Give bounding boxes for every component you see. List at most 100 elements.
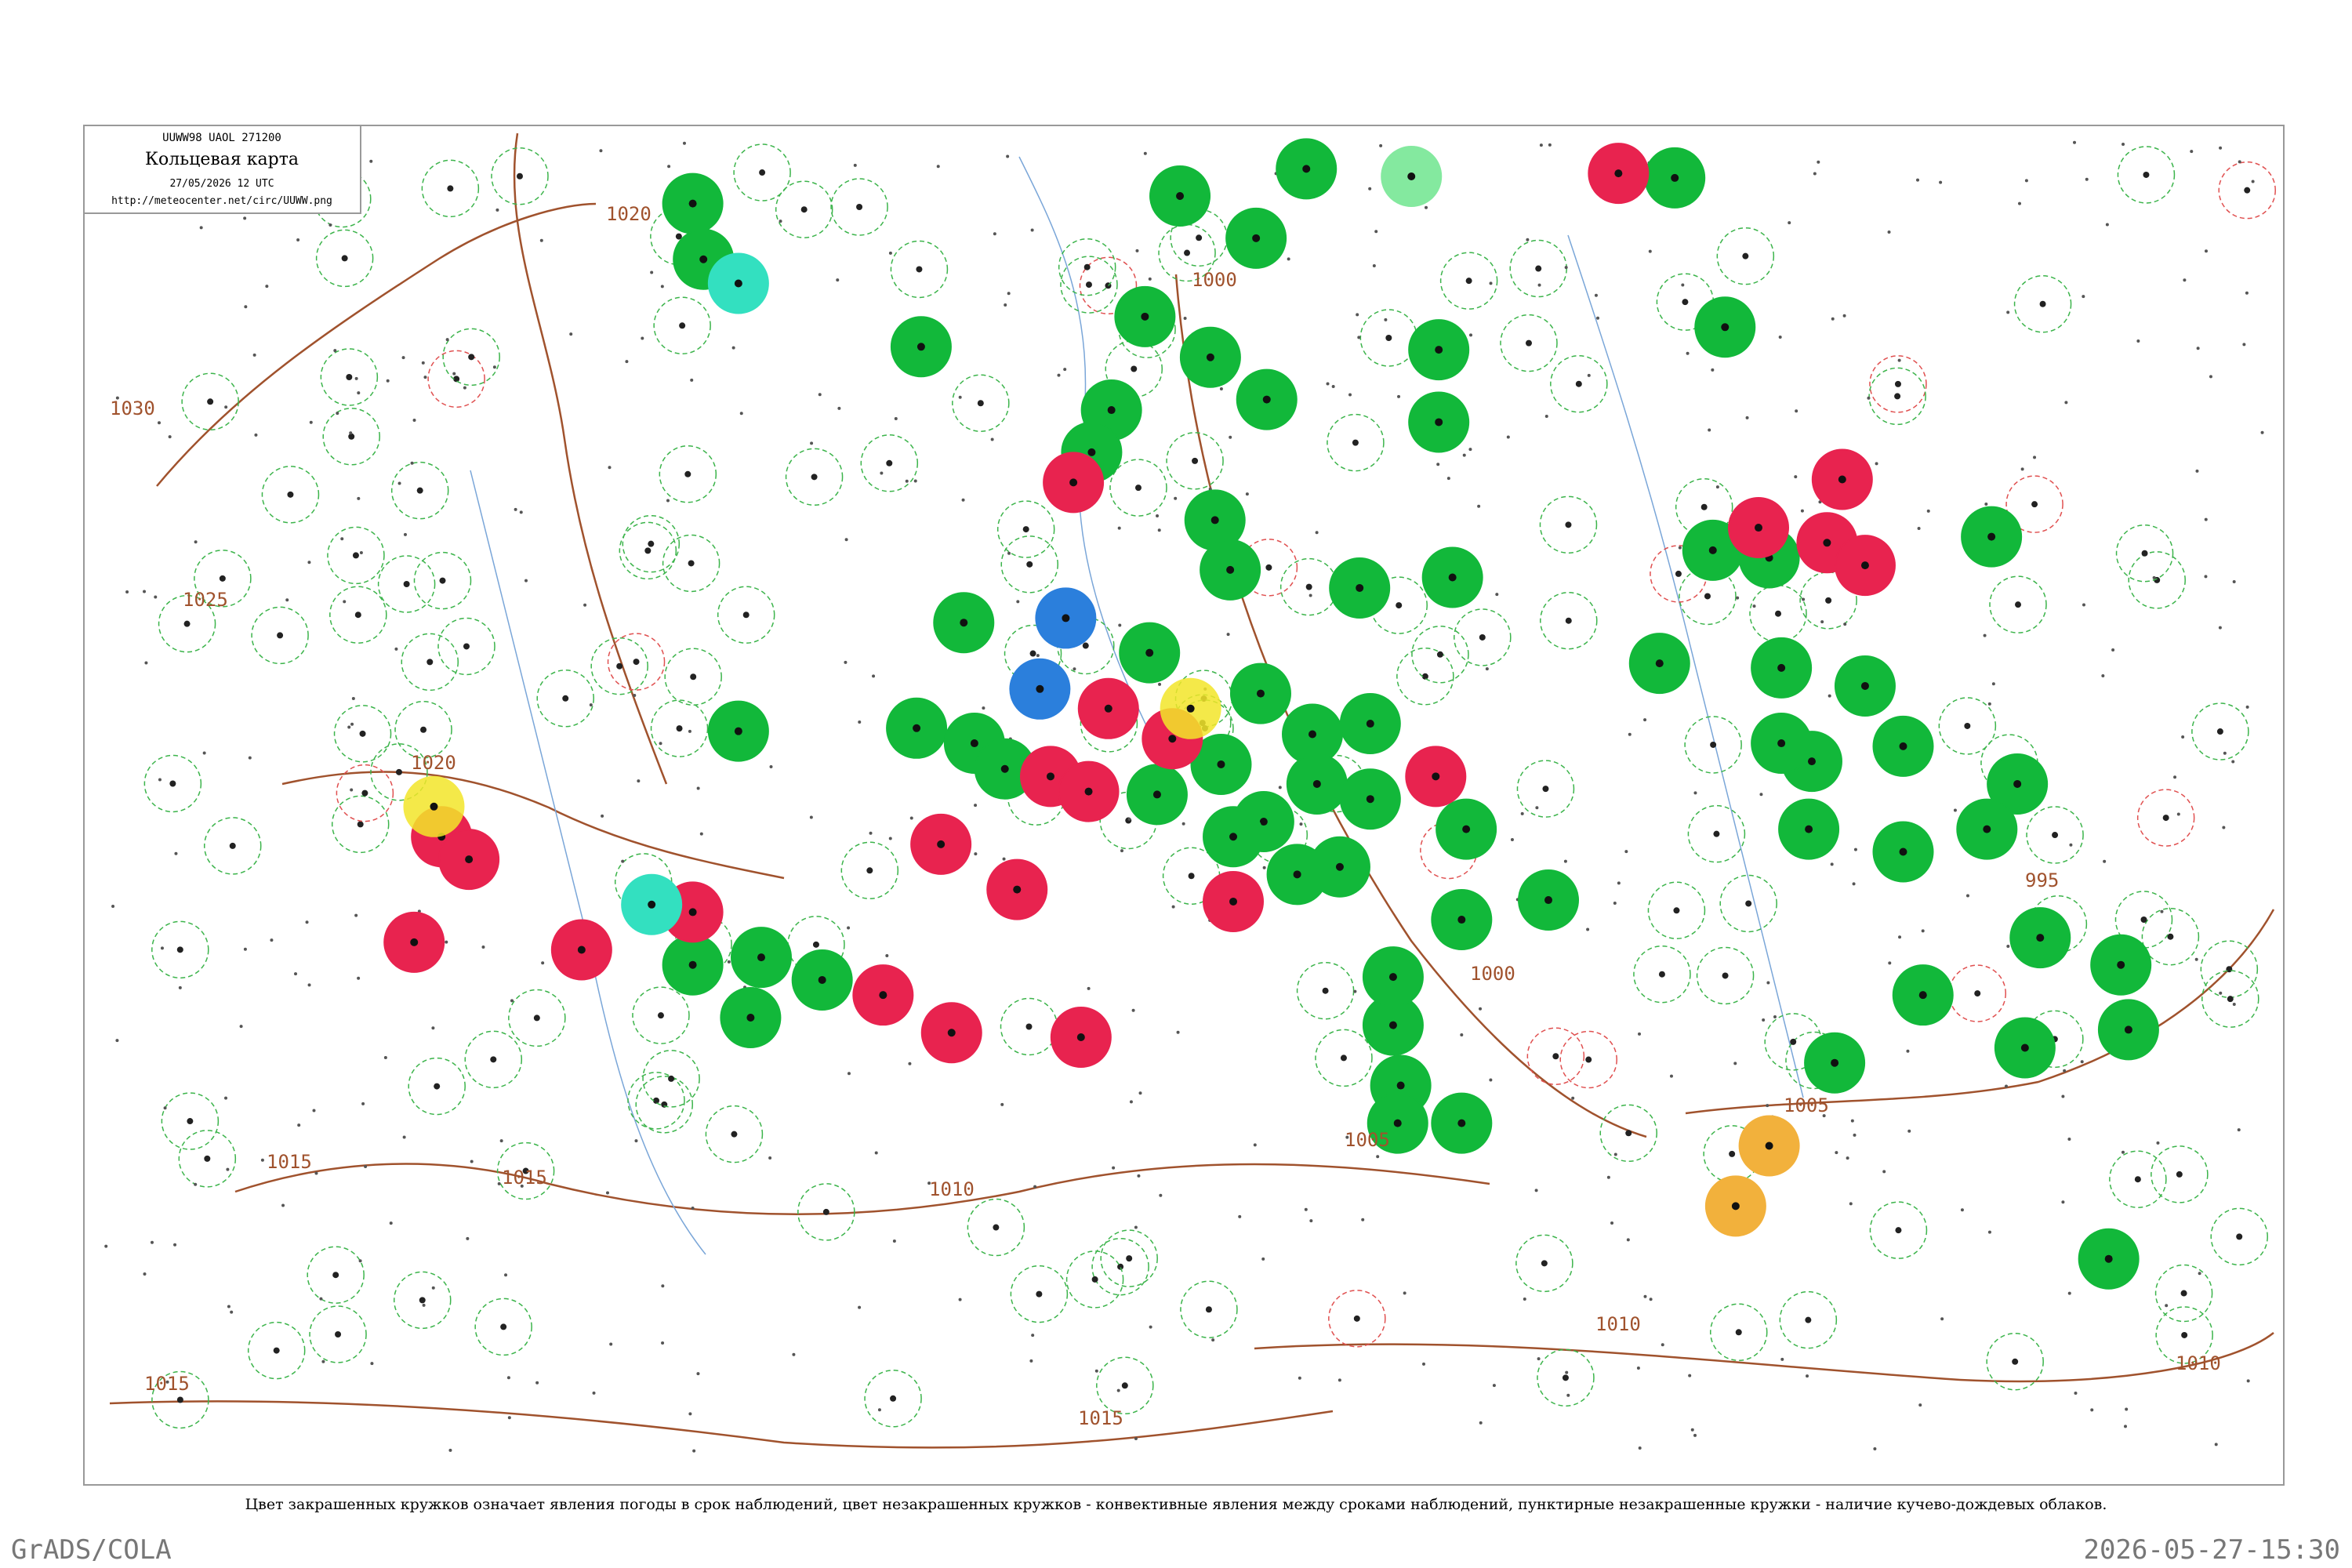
station-mark <box>506 1376 510 1380</box>
station-mark <box>1309 1219 1313 1223</box>
station-mark <box>667 165 671 169</box>
station-mark <box>2238 160 2241 164</box>
station-mark <box>874 1151 878 1155</box>
cb-cloud-circle <box>336 764 394 822</box>
station-mark <box>1007 551 1011 555</box>
cb-cloud-circle <box>627 1072 685 1130</box>
station-mark <box>1548 143 1552 147</box>
cb-cloud-circle <box>2128 551 2186 609</box>
station-mark <box>2156 1141 2160 1145</box>
station-dot <box>1479 633 1486 641</box>
cb-cloud-circle <box>1060 256 1118 314</box>
station-mark <box>202 751 206 755</box>
station-mark <box>1907 1129 1911 1133</box>
station-dot <box>1176 191 1185 200</box>
cb-cloud-circle <box>496 1142 555 1200</box>
station-dot <box>1168 735 1177 743</box>
station-mark <box>154 595 158 599</box>
station-mark <box>1174 496 1178 500</box>
station-dot <box>403 581 410 587</box>
station-mark <box>1007 292 1011 296</box>
cb-cloud-circle <box>1096 1356 1154 1415</box>
station-mark <box>1379 143 1383 147</box>
station-dot <box>648 540 655 547</box>
station-mark <box>1953 808 1957 812</box>
station-mark <box>1795 409 1798 413</box>
cb-cloud-circle <box>536 670 594 728</box>
station-mark <box>837 406 841 410</box>
station-mark <box>844 660 848 664</box>
station-mark <box>1849 1202 1853 1206</box>
station-mark <box>2123 1425 2127 1428</box>
station-mark <box>1873 1446 1877 1450</box>
station-mark <box>243 216 247 220</box>
station-mark <box>2067 1291 2071 1295</box>
header-date: 27/05/2026 12 UTC <box>169 178 274 190</box>
station-mark <box>1374 230 1378 234</box>
station-dot <box>1210 516 1219 524</box>
station-mark <box>1806 1374 1809 1378</box>
station-mark <box>260 1158 264 1162</box>
station-dot <box>688 560 695 567</box>
cb-cloud-circle <box>333 705 392 763</box>
station-mark <box>386 379 390 383</box>
station-mark <box>1537 1357 1541 1361</box>
station-mark <box>1596 316 1600 320</box>
station-mark <box>2073 140 2077 144</box>
station-mark <box>1489 281 1493 285</box>
station-mark <box>2074 1391 2078 1395</box>
station-dot <box>1396 1081 1405 1090</box>
station-dot <box>2134 1176 2141 1183</box>
station-dot <box>434 1083 441 1090</box>
station-mark <box>2245 705 2249 709</box>
station-mark <box>357 391 361 395</box>
station-dot <box>1831 1058 1839 1067</box>
station-mark <box>661 1284 665 1288</box>
station-dot <box>1145 648 1154 657</box>
station-mark <box>1843 622 1847 626</box>
station-dot <box>1673 907 1680 914</box>
station-mark <box>1610 1221 1614 1225</box>
station-dot <box>273 1347 280 1354</box>
station-dot <box>1899 742 1907 750</box>
station-mark <box>1229 435 1232 439</box>
station-dot <box>734 727 742 735</box>
station-mark <box>885 953 889 957</box>
cb-cloud-circle <box>1986 1333 2044 1391</box>
station-mark <box>1853 1133 1857 1137</box>
station-mark <box>1299 822 1303 826</box>
station-mark <box>1802 597 1806 601</box>
station-dot <box>1322 987 1329 994</box>
station-dot <box>1675 570 1682 577</box>
station-mark <box>1469 333 1473 337</box>
cb-cloud-circle <box>307 1246 365 1304</box>
station-mark <box>2006 310 2010 314</box>
cb-cloud-circle <box>775 180 833 238</box>
station-mark <box>990 437 994 441</box>
station-dot <box>533 1014 540 1022</box>
station-mark <box>1983 633 1987 637</box>
station-mark <box>661 1341 665 1345</box>
station-dot <box>1735 1329 1742 1336</box>
station-mark <box>143 1272 147 1276</box>
station-dot <box>731 1131 738 1138</box>
station-dot <box>416 487 423 494</box>
station-mark <box>1462 453 1466 457</box>
station-mark <box>1678 546 1682 550</box>
isobar-label: 1015 <box>144 1373 190 1395</box>
station-dot <box>879 991 887 1000</box>
station-mark <box>1822 1114 1826 1118</box>
station-dot <box>800 206 808 213</box>
cb-cloud-circle <box>1180 1280 1238 1338</box>
station-dot <box>1036 1290 1043 1298</box>
station-dot <box>2236 1233 2243 1240</box>
cb-cloud-circle <box>2210 1207 2268 1266</box>
station-dot <box>2140 916 2147 924</box>
station-dot <box>410 938 419 946</box>
station-mark <box>2218 626 2222 630</box>
station-mark <box>1425 205 1428 209</box>
station-dot <box>1026 561 1033 568</box>
station-dot <box>522 1167 529 1174</box>
station-mark <box>1348 393 1352 397</box>
station-mark <box>688 729 691 733</box>
